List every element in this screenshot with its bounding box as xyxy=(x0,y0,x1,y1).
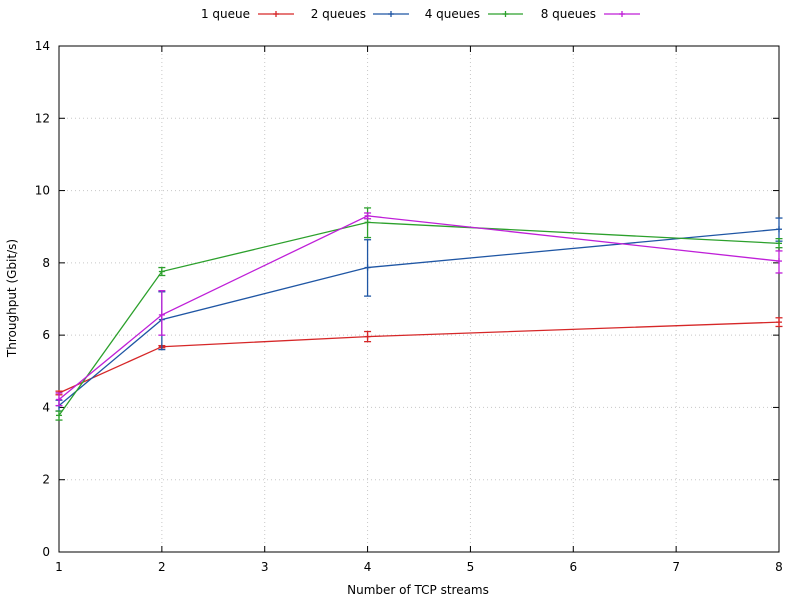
data-point xyxy=(56,396,62,403)
y-tick-label: 6 xyxy=(42,328,50,342)
plot-border xyxy=(58,45,780,553)
x-tick-label: 1 xyxy=(55,560,63,574)
x-tick-label: 8 xyxy=(775,560,783,574)
series-line xyxy=(58,321,780,394)
y-tick-labels: 0 2 4 6 8 10 12 14 xyxy=(35,39,50,559)
x-tick-label: 7 xyxy=(672,560,680,574)
legend-label: 4 queues xyxy=(425,7,480,21)
series-8-queues xyxy=(55,212,783,407)
series-line xyxy=(58,221,780,416)
data-point xyxy=(364,264,371,271)
data-point xyxy=(776,240,782,247)
y-tick-label: 4 xyxy=(42,400,50,414)
data-point xyxy=(158,268,165,275)
legend-label: 1 queue xyxy=(201,7,250,21)
legend-label: 2 queues xyxy=(311,7,366,21)
x-tick-labels: 1 2 3 4 5 6 7 8 xyxy=(55,560,783,574)
axes xyxy=(58,45,780,553)
legend-item: 8 queues xyxy=(541,7,640,21)
grid xyxy=(59,46,779,552)
x-tick-label: 5 xyxy=(467,560,475,574)
data-point xyxy=(364,333,371,340)
x-tick-label: 2 xyxy=(158,560,166,574)
x-tick-label: 6 xyxy=(569,560,577,574)
y-tick-label: 14 xyxy=(35,39,50,53)
series-group xyxy=(55,207,783,421)
y-axis-title: Throughput (Gbit/s) xyxy=(5,239,19,358)
data-point xyxy=(56,412,62,419)
data-point xyxy=(158,311,165,318)
legend-item: 4 queues xyxy=(425,7,523,21)
data-point xyxy=(776,319,782,326)
legend-label: 8 queues xyxy=(541,7,596,21)
data-point xyxy=(776,258,782,265)
legend: 1 queue 2 queues 4 queues 8 queues xyxy=(201,7,640,21)
x-tick-label: 4 xyxy=(364,560,372,574)
y-tick-label: 10 xyxy=(35,184,50,198)
series-line xyxy=(58,215,780,400)
y-tick-label: 0 xyxy=(42,545,50,559)
y-tick-label: 8 xyxy=(42,256,50,270)
x-tick-label: 3 xyxy=(261,560,269,574)
legend-item: 1 queue xyxy=(201,7,294,21)
data-point xyxy=(776,226,782,233)
series-line xyxy=(58,228,780,407)
legend-item: 2 queues xyxy=(311,7,409,21)
data-point xyxy=(364,219,371,226)
y-tick-label: 2 xyxy=(42,473,50,487)
series-1-queue xyxy=(55,317,783,396)
data-point xyxy=(364,212,371,219)
x-axis-title: Number of TCP streams xyxy=(347,583,489,597)
y-tick-label: 12 xyxy=(35,111,50,125)
